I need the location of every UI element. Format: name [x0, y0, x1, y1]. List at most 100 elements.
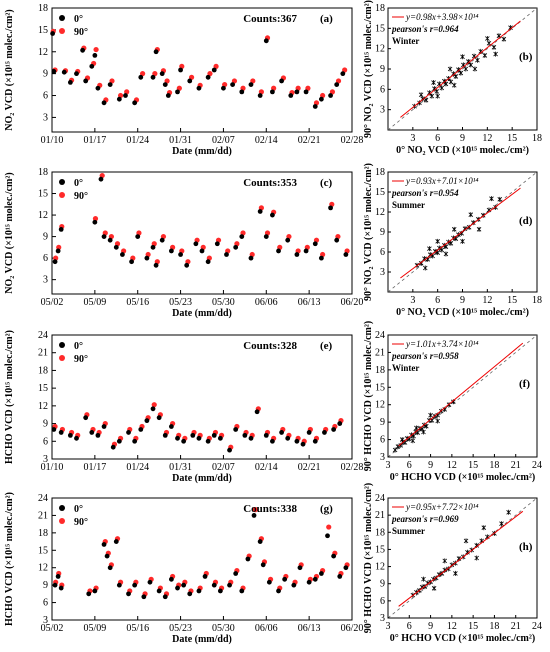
point-0deg — [129, 259, 134, 265]
y-tick-label: 9 — [380, 64, 385, 75]
y-tick-label: 12 — [38, 563, 48, 574]
point-0deg — [196, 588, 202, 594]
point-0deg — [156, 588, 162, 594]
y-tick-label: 9 — [380, 227, 385, 238]
point-0deg — [248, 82, 254, 87]
point-0deg — [279, 78, 284, 84]
point-90deg — [140, 71, 146, 77]
y-tick-label: 12 — [375, 400, 385, 411]
point-0deg — [202, 574, 208, 579]
y-axis-label: 90° NO₂ VCD (×10¹⁵ molec./cm²) — [363, 0, 374, 138]
point-0deg — [263, 38, 269, 44]
point-0deg — [187, 591, 193, 597]
y-tick-label: 6 — [43, 253, 48, 264]
legend-label-90deg: 90° — [74, 354, 88, 365]
point-0deg — [270, 89, 275, 95]
point-0deg — [156, 415, 162, 421]
one-to-one-line — [387, 7, 538, 131]
y-tick-label: 15 — [375, 23, 385, 34]
x-tick-label: 3 — [410, 295, 415, 306]
scatter-point — [448, 79, 454, 85]
point-0deg — [239, 588, 245, 594]
point-0deg — [242, 432, 248, 438]
scatter-point — [453, 570, 458, 576]
plot-frame — [387, 334, 538, 458]
point-0deg — [270, 438, 275, 444]
panel-letter: (e) — [320, 340, 333, 352]
point-0deg — [153, 49, 159, 55]
point-90deg — [252, 507, 258, 513]
x-tick-label: 01/31 — [169, 135, 192, 146]
scatter-point — [435, 418, 440, 424]
point-0deg — [83, 415, 89, 421]
x-tick-label: 05/09 — [83, 623, 106, 634]
scatter-point — [506, 509, 511, 515]
point-0deg — [276, 588, 281, 594]
y-tick-label: 18 — [375, 3, 385, 14]
y-axis-label: HCHO VCD (×10¹⁵ molec./cm²) — [4, 330, 15, 464]
y-tick-label: 24 — [375, 330, 385, 341]
point-0deg — [144, 418, 150, 424]
point-0deg — [80, 47, 86, 53]
point-0deg — [58, 585, 64, 591]
x-tick-label: 06/13 — [298, 297, 321, 308]
scatter-point — [392, 447, 398, 453]
x-axis-label: 0° HCHO VCD (×10¹⁵ molec./cm²) — [390, 633, 535, 644]
point-0deg — [101, 424, 107, 429]
x-tick-label: 05/23 — [169, 297, 192, 308]
point-0deg — [175, 585, 180, 591]
point-0deg — [168, 576, 174, 582]
point-0deg — [297, 565, 303, 571]
x-tick-label: 21 — [511, 621, 521, 632]
point-0deg — [52, 259, 58, 265]
x-tick-label: 12 — [447, 621, 457, 632]
point-0deg — [282, 576, 288, 582]
legend-marker-0deg — [59, 342, 65, 348]
scatter-point — [434, 88, 440, 94]
y-tick-label: 9 — [380, 579, 385, 590]
y-tick-label: 6 — [43, 436, 48, 447]
x-tick-label: 6 — [407, 621, 412, 632]
y-tick-label: 12 — [38, 401, 48, 412]
x-tick-label: 9 — [460, 295, 465, 306]
point-0deg — [86, 591, 92, 597]
point-0deg — [251, 513, 257, 518]
point-90deg — [93, 46, 99, 53]
point-0deg — [113, 244, 119, 250]
scatter-point — [460, 54, 465, 60]
point-0deg — [126, 430, 131, 435]
point-0deg — [150, 74, 156, 80]
legend-label-90deg: 90° — [74, 27, 88, 38]
fit-line — [398, 510, 524, 607]
counts-label: Counts:367 — [243, 13, 297, 25]
fit-equation: y=1.01x+3.74×10¹⁴ — [405, 339, 479, 349]
x-tick-label: 06/06 — [255, 623, 278, 634]
y-tick-label: 15 — [38, 189, 48, 200]
point-0deg — [331, 427, 337, 432]
scatter-point — [427, 252, 433, 258]
x-tick-label: 24 — [532, 621, 542, 632]
x-axis-label: 0° NO₂ VCD (×10¹⁵ molec./cm²) — [396, 145, 529, 156]
point-0deg — [159, 237, 165, 243]
point-0deg — [135, 234, 141, 239]
legend-marker-0deg — [59, 15, 65, 21]
legend-label-0deg: 0° — [74, 178, 83, 189]
y-tick-label: 15 — [375, 544, 385, 555]
panel-letter: (g) — [320, 503, 333, 515]
point-90deg — [188, 74, 195, 80]
point-0deg — [165, 93, 171, 98]
point-0deg — [144, 255, 150, 261]
x-tick-label: 6 — [407, 460, 412, 471]
plot-frame — [387, 497, 538, 619]
point-0deg — [138, 74, 144, 80]
point-0deg — [107, 565, 113, 571]
season-label: Summer — [392, 526, 425, 536]
x-tick-label: 01/24 — [126, 135, 149, 146]
scatter-point — [431, 80, 436, 86]
x-tick-label: 01/10 — [41, 135, 64, 146]
point-0deg — [239, 89, 245, 95]
x-axis-label: Date (mm/dd) — [172, 473, 232, 484]
point-0deg — [306, 579, 312, 585]
point-0deg — [340, 71, 346, 77]
